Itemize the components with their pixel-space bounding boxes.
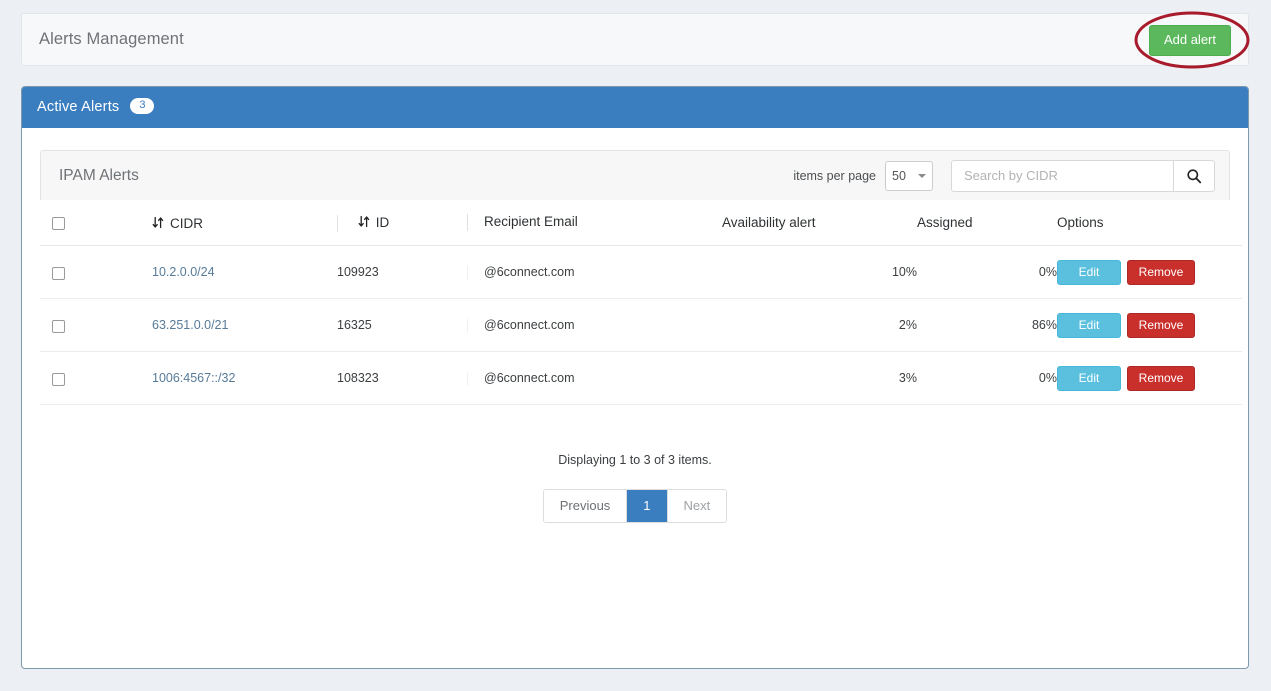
edit-button[interactable]: Edit <box>1057 312 1121 338</box>
th-select-all <box>40 200 152 246</box>
add-alert-button[interactable]: Add alert <box>1148 25 1231 56</box>
cell-assigned: 0% <box>917 245 1057 299</box>
cell-cidr: 10.2.0.0/24 <box>152 245 337 299</box>
cell-assigned: 86% <box>917 298 1057 352</box>
cell-divider <box>467 265 468 280</box>
pagination-previous-button[interactable]: Previous <box>543 489 628 522</box>
pagination-page-1-button[interactable]: 1 <box>627 489 668 522</box>
pagination: Previous 1 Next <box>542 488 728 523</box>
cell-divider <box>467 318 468 333</box>
th-availability-alert: Availability alert <box>722 200 917 246</box>
assigned-value: 0% <box>1038 265 1057 280</box>
recipient-email-value: @6connect.com <box>484 318 575 333</box>
cell-recipient-email: @6connect.com <box>467 351 722 405</box>
cell-availability: 3% <box>722 351 917 405</box>
table-row: 63.251.0.0/21 16325 @6connect.com 2% 86%… <box>40 298 1242 352</box>
edit-button[interactable]: Edit <box>1057 259 1121 285</box>
availability-value: 10% <box>891 265 917 280</box>
cell-availability: 10% <box>722 245 917 299</box>
chevron-down-icon <box>918 173 926 178</box>
items-per-page-label: items per page <box>793 168 876 183</box>
row-select-cell <box>40 245 152 299</box>
active-alerts-count-badge: 3 <box>130 98 155 114</box>
page-title: Alerts Management <box>39 30 184 48</box>
th-options: Options <box>1057 200 1242 246</box>
assigned-value: 86% <box>1031 318 1057 333</box>
column-divider <box>337 214 338 232</box>
search-button[interactable] <box>1173 159 1215 192</box>
cidr-link[interactable]: 10.2.0.0/24 <box>152 265 215 280</box>
table-row: 1006:4567::/32 108323 @6connect.com 3% 0… <box>40 351 1242 405</box>
availability-value: 2% <box>898 318 917 333</box>
sort-icon <box>152 216 164 229</box>
pagination-next-button[interactable]: Next <box>667 489 727 522</box>
table-header-row: CIDR ID Recipient Email Availability ale… <box>40 200 1242 246</box>
cell-divider <box>467 371 468 386</box>
card-title: IPAM Alerts <box>59 166 139 184</box>
row-select-cell <box>40 351 152 405</box>
cell-cidr: 63.251.0.0/21 <box>152 298 337 352</box>
row-select-cell <box>40 298 152 352</box>
assigned-value: 0% <box>1038 371 1057 386</box>
sort-icon <box>358 215 370 228</box>
th-availability-label: Availability alert <box>722 215 816 231</box>
cidr-link[interactable]: 63.251.0.0/21 <box>152 318 229 333</box>
alerts-table: CIDR ID Recipient Email Availability ale… <box>40 200 1242 405</box>
row-checkbox[interactable] <box>52 372 65 386</box>
table-footer: Displaying 1 to 3 of 3 items. Previous 1… <box>40 453 1230 523</box>
cell-id: 108323 <box>337 351 467 405</box>
column-divider <box>467 214 468 232</box>
ipam-alerts-card: IPAM Alerts items per page 50 <box>40 150 1242 523</box>
th-cidr-label: CIDR <box>170 215 203 231</box>
cell-options: Edit Remove <box>1057 245 1242 299</box>
page-header-bar: Alerts Management Add alert <box>21 13 1249 66</box>
panel-heading: Active Alerts 3 <box>22 87 1248 128</box>
active-alerts-panel: Active Alerts 3 IPAM Alerts items per pa… <box>21 86 1249 669</box>
remove-button[interactable]: Remove <box>1127 365 1195 391</box>
select-all-checkbox[interactable] <box>52 217 65 231</box>
search-input[interactable] <box>951 159 1173 192</box>
cell-id: 16325 <box>337 298 467 352</box>
panel-title: Active Alerts <box>37 99 120 115</box>
cell-recipient-email: @6connect.com <box>467 298 722 352</box>
availability-value: 3% <box>898 371 917 386</box>
search-group <box>951 159 1215 192</box>
cell-recipient-email: @6connect.com <box>467 245 722 299</box>
th-email-label: Recipient Email <box>484 214 578 230</box>
cell-options: Edit Remove <box>1057 351 1242 405</box>
th-recipient-email: Recipient Email <box>467 200 722 246</box>
th-id[interactable]: ID <box>337 200 467 246</box>
items-per-page-select[interactable]: 50 <box>885 160 933 191</box>
remove-button[interactable]: Remove <box>1127 259 1195 285</box>
cidr-link[interactable]: 1006:4567::/32 <box>152 371 236 386</box>
row-checkbox[interactable] <box>52 319 65 333</box>
cell-id: 109923 <box>337 245 467 299</box>
row-checkbox[interactable] <box>52 266 65 280</box>
th-options-label: Options <box>1057 215 1104 231</box>
th-assigned: Assigned <box>917 200 1057 246</box>
cell-assigned: 0% <box>917 351 1057 405</box>
search-icon <box>1187 168 1202 183</box>
th-cidr[interactable]: CIDR <box>152 200 337 246</box>
edit-button[interactable]: Edit <box>1057 365 1121 391</box>
th-assigned-label: Assigned <box>917 215 973 231</box>
remove-button[interactable]: Remove <box>1127 312 1195 338</box>
cell-cidr: 1006:4567::/32 <box>152 351 337 405</box>
th-id-label: ID <box>375 215 390 230</box>
displaying-count-text: Displaying 1 to 3 of 3 items. <box>558 452 712 467</box>
recipient-email-value: @6connect.com <box>484 371 575 386</box>
items-per-page-value: 50 <box>892 168 906 183</box>
cell-availability: 2% <box>722 298 917 352</box>
cell-options: Edit Remove <box>1057 298 1242 352</box>
recipient-email-value: @6connect.com <box>484 265 575 280</box>
table-row: 10.2.0.0/24 109923 @6connect.com 10% 0% … <box>40 245 1242 299</box>
card-toolbar: IPAM Alerts items per page 50 <box>40 150 1230 200</box>
